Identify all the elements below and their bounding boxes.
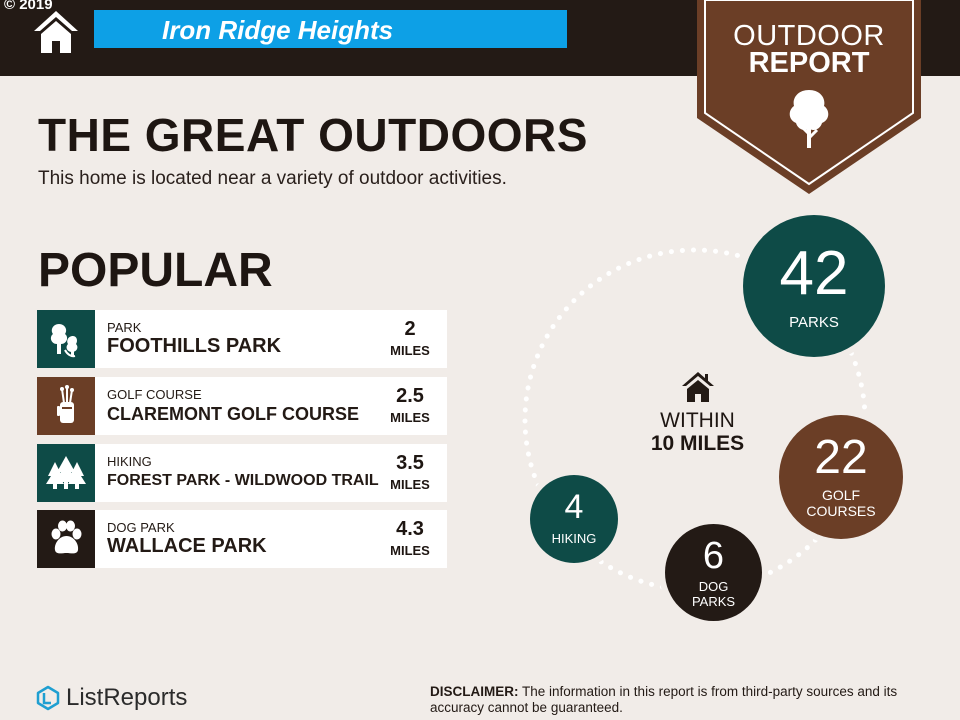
- stat-count: 6: [702, 535, 725, 577]
- stat-label: GOLF: [821, 487, 861, 503]
- paw-icon: [51, 520, 82, 554]
- popular-icon-box: [37, 444, 95, 502]
- popular-heading: POPULAR: [38, 244, 273, 297]
- stat-label: HIKING: [551, 531, 597, 546]
- home-small-icon: [682, 372, 714, 402]
- popular-name: WALLACE PARK: [107, 535, 267, 557]
- badge-line-report: REPORT: [748, 47, 870, 79]
- property-title-box: Iron Ridge Heights: [94, 10, 567, 48]
- stat-circle-dog-parks: 6 DOG PARKS: [665, 524, 762, 621]
- popular-category: HIKING: [107, 454, 152, 469]
- property-title: Iron Ridge Heights: [162, 15, 394, 45]
- popular-item-hiking[interactable]: HIKING FOREST PARK - WILDWOOD TRAIL 3.5 …: [37, 444, 447, 502]
- stat-circle-golf: 22 GOLF COURSES: [779, 415, 903, 539]
- stat-count: 42: [779, 239, 849, 308]
- popular-distance: 3.5: [396, 452, 424, 474]
- popular-name: FOREST PARK - WILDWOOD TRAIL: [107, 472, 379, 489]
- popular-item-golf-course[interactable]: GOLF COURSE CLAREMONT GOLF COURSE 2.5 MI…: [37, 377, 447, 435]
- popular-distance-unit: MILES: [390, 543, 430, 558]
- popular-category: GOLF COURSE: [107, 387, 202, 402]
- golf-bag-icon: [57, 385, 74, 423]
- popular-distance-unit: MILES: [390, 343, 430, 358]
- stat-circle-parks: 42 PARKS: [743, 215, 885, 357]
- stat-label: COURSES: [806, 503, 876, 519]
- disclaimer-label: DISCLAIMER:: [430, 684, 519, 699]
- popular-item-dog-park[interactable]: DOG PARK WALLACE PARK 4.3 MILES: [37, 510, 447, 568]
- listreports-logo-icon: [36, 685, 60, 711]
- popular-icon-box: [37, 510, 95, 568]
- within-label: WITHIN: [660, 409, 735, 432]
- popular-distance-unit: MILES: [390, 477, 430, 492]
- stat-label: DOG: [698, 579, 729, 594]
- pine-trees-icon: [46, 456, 86, 489]
- disclaimer: DISCLAIMER: The information in this repo…: [430, 684, 950, 716]
- home-icon[interactable]: [32, 9, 80, 55]
- popular-distance: 2.5: [396, 385, 424, 407]
- badge-line-outdoor: OUTDOOR: [733, 20, 885, 52]
- disclaimer-text: The information in this report is from t…: [430, 684, 898, 715]
- popular-name: CLAREMONT GOLF COURSE: [107, 404, 359, 424]
- copyright-text: © 2019: [4, 0, 53, 13]
- stat-label: PARKS: [691, 594, 736, 609]
- popular-item-park[interactable]: PARK FOOTHILLS PARK 2 MILES: [37, 310, 447, 368]
- popular-category: PARK: [107, 320, 142, 335]
- stat-count: 22: [814, 431, 868, 484]
- listreports-logo-text[interactable]: ListReports: [66, 684, 188, 711]
- popular-distance: 4.3: [396, 518, 424, 540]
- park-icon: [50, 324, 78, 358]
- popular-category: DOG PARK: [107, 520, 175, 535]
- popular-icon-box: [37, 377, 95, 435]
- popular-distance-unit: MILES: [390, 410, 430, 425]
- within-distance: 10 MILES: [650, 432, 745, 455]
- stat-count: 4: [564, 488, 584, 526]
- page-subtitle: This home is located near a variety of o…: [38, 168, 507, 189]
- stat-circle-hiking: 4 HIKING: [530, 475, 618, 563]
- popular-distance: 2: [404, 318, 416, 340]
- stat-label: PARKS: [789, 314, 839, 331]
- popular-icon-box: [37, 310, 95, 368]
- tree-icon: [789, 90, 829, 148]
- popular-name: FOOTHILLS PARK: [107, 335, 282, 357]
- page-heading: THE GREAT OUTDOORS: [38, 109, 588, 161]
